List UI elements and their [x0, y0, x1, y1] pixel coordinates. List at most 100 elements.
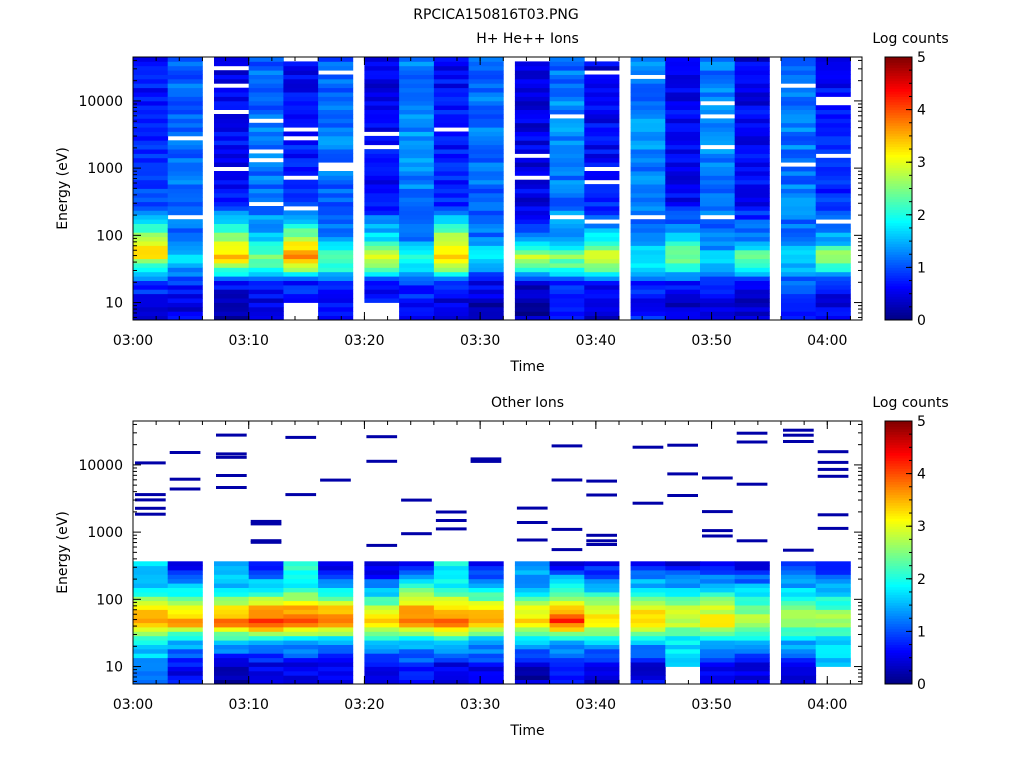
colorbar-segment	[885, 505, 912, 509]
heatmap-cell	[734, 179, 770, 185]
heatmap-cell	[364, 236, 400, 242]
heatmap-cell	[630, 166, 666, 172]
heatmap-cell	[700, 284, 736, 290]
heatmap-cell	[133, 175, 169, 181]
heatmap-cell	[781, 609, 817, 615]
heatmap-cell	[399, 184, 435, 189]
heatmap-cell	[514, 613, 550, 619]
heatmap-cell	[815, 140, 851, 146]
heatmap-cell	[584, 561, 620, 567]
heatmap-cell	[586, 539, 617, 543]
heatmap-cell	[700, 192, 736, 198]
heatmap-cell	[401, 532, 432, 536]
heatmap-cell	[433, 153, 469, 159]
heatmap-cell	[781, 289, 817, 295]
heatmap-cell	[815, 570, 851, 575]
heatmap-cell	[700, 618, 736, 624]
colorbar-segment	[885, 57, 912, 61]
colorbar-segment	[885, 164, 912, 168]
heatmap-cell	[700, 197, 736, 203]
heatmap-cell	[781, 197, 817, 203]
heatmap-cell	[514, 78, 550, 84]
heatmap-cell	[781, 65, 817, 71]
heatmap-cell	[285, 493, 317, 497]
colorbar-segment	[885, 241, 912, 245]
heatmap-cell	[167, 267, 203, 273]
heatmap-cell	[630, 570, 666, 575]
heatmap-cell	[781, 574, 817, 580]
heatmap-cell	[433, 306, 469, 312]
heatmap-cell	[433, 135, 469, 141]
heatmap-cell	[214, 679, 250, 685]
heatmap-cell	[214, 302, 250, 308]
heatmap-cell	[214, 263, 250, 268]
heatmap-cell	[470, 457, 502, 461]
heatmap-cell	[214, 622, 250, 628]
heatmap-cell	[468, 613, 504, 619]
heatmap-cell	[364, 622, 400, 628]
heatmap-cell	[248, 293, 284, 299]
heatmap-cell	[248, 70, 284, 75]
colorbar-segment	[885, 135, 912, 140]
colorbar-segment	[885, 314, 912, 318]
heatmap-cell	[514, 600, 550, 606]
heatmap-cell	[468, 114, 504, 119]
heatmap-cell	[630, 153, 666, 159]
heatmap-cell	[167, 271, 203, 277]
heatmap-cell	[399, 657, 435, 663]
heatmap-cell	[318, 210, 354, 216]
heatmap-cell	[781, 92, 817, 97]
heatmap-cell	[700, 83, 736, 89]
heatmap-cell	[734, 622, 770, 628]
heatmap-cell	[700, 622, 736, 628]
heatmap-cell	[283, 122, 319, 128]
heatmap-cell	[133, 254, 169, 260]
heatmap-cell	[433, 613, 469, 619]
heatmap-cell	[584, 640, 620, 645]
colorbar-segment	[885, 125, 912, 129]
heatmap-cell	[781, 605, 817, 610]
heatmap-cell	[665, 267, 701, 273]
heatmap-cell	[700, 92, 736, 97]
heatmap-cell	[167, 179, 203, 185]
heatmap-cell	[551, 527, 583, 531]
heatmap-cell	[283, 162, 319, 167]
panel-other-ions: 03:00 03:10 03:20 03:30 03:40 03:50 04:0010100…	[55, 395, 949, 739]
x-tick-label: 03:50	[691, 697, 731, 713]
heatmap-cell	[734, 201, 770, 207]
heatmap-cell	[700, 644, 736, 650]
heatmap-cell	[667, 472, 698, 476]
heatmap-cell	[468, 574, 504, 580]
heatmap-cell	[514, 587, 550, 593]
heatmap-cell	[630, 657, 666, 663]
heatmap-cell	[734, 605, 770, 610]
heatmap-cell	[364, 175, 400, 181]
heatmap-cell	[584, 583, 620, 588]
colorbar-segment	[885, 293, 912, 297]
heatmap-cell	[815, 127, 851, 132]
heatmap-cell	[514, 258, 550, 264]
heatmap-cell	[700, 666, 736, 672]
heatmap-cell	[318, 201, 354, 207]
heatmap-cell	[283, 583, 319, 588]
heatmap-cell	[214, 61, 250, 67]
heatmap-cell	[283, 679, 319, 685]
colorbar-segment	[885, 212, 912, 216]
heatmap-cell	[549, 65, 585, 71]
colorbar-segment	[885, 568, 912, 572]
colorbar-segment	[885, 499, 912, 504]
heatmap-cell	[630, 284, 666, 290]
heatmap-cell	[781, 592, 817, 597]
heatmap-cell	[665, 245, 701, 251]
heatmap-cell	[133, 227, 169, 233]
colorbar-segment	[885, 270, 912, 274]
heatmap-cell	[167, 105, 203, 110]
heatmap-cell	[468, 57, 504, 62]
heatmap-cell	[584, 574, 620, 580]
heatmap-cell	[167, 258, 203, 264]
colorbar-segment	[885, 251, 912, 255]
heatmap-cell	[167, 578, 203, 584]
heatmap-cell	[248, 65, 284, 71]
heatmap-cell	[815, 122, 851, 128]
heatmap-cell	[734, 210, 770, 216]
